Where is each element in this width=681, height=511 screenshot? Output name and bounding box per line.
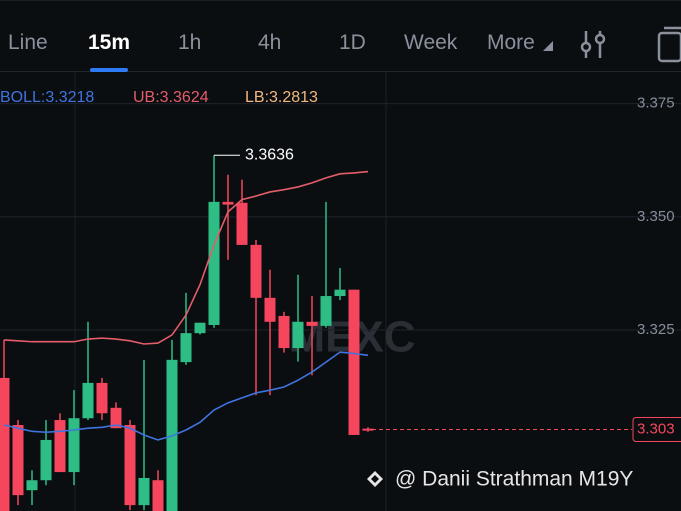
tab[interactable]: Line: [8, 31, 48, 54]
tab-active[interactable]: 15m: [88, 31, 131, 54]
candle-body: [264, 297, 276, 322]
candle-body: [292, 321, 304, 349]
footer-text: @ Danii Strathman M19Y: [395, 468, 633, 491]
footer: @ Danii Strathman M19Y: [367, 468, 633, 491]
tab[interactable]: 1h: [178, 31, 202, 54]
candle-body: [152, 480, 164, 511]
candle-body: [334, 289, 346, 297]
indicator-label: BOLL:3.3218: [0, 89, 94, 106]
candle-body: [208, 201, 220, 325]
candle-body: [54, 420, 66, 473]
candle-body: [306, 321, 318, 326]
band-line: [3, 351, 369, 441]
y-tick-label: 3.350: [637, 208, 675, 225]
candle-body: [124, 425, 136, 506]
tab[interactable]: Week: [404, 31, 458, 54]
timeframe-tabs: Line 15m 1h 4h 1D Week More: [0, 0, 681, 72]
footer-logo: [367, 471, 383, 487]
tab-icons: [543, 26, 681, 63]
last-price-box: [632, 417, 681, 443]
y-tick-label: 3.325: [637, 321, 675, 338]
candle-body: [96, 382, 108, 414]
candle-body: [110, 407, 122, 429]
candle-body: [0, 377, 10, 511]
candle-body: [236, 202, 248, 245]
active-underline: [90, 68, 128, 72]
candle-body: [194, 322, 206, 334]
more-arrow: [543, 41, 553, 51]
candle-body: [222, 201, 234, 205]
last-price-label: 3.303: [637, 421, 675, 438]
device-icon[interactable]: [657, 31, 681, 63]
candle-body: [68, 418, 80, 473]
candle-body: [250, 244, 262, 298]
candle-body: [12, 425, 24, 496]
indicator-label: UB:3.3624: [133, 89, 209, 106]
tab[interactable]: 4h: [258, 31, 282, 54]
tab[interactable]: 1D: [339, 31, 366, 54]
candle-body: [348, 289, 360, 435]
candle-body: [138, 477, 150, 506]
indicator-label: LB:3.2813: [245, 89, 318, 106]
candle-body: [26, 480, 38, 491]
candle-body: [180, 333, 192, 363]
candle-body: [82, 382, 94, 419]
candle-body: [278, 315, 290, 349]
high-label: 3.3636: [245, 146, 294, 163]
band-line: [3, 170, 369, 345]
settings-icon[interactable]: [580, 31, 606, 58]
indicator-legend: BOLL:3.3218 UB:3.3624 LB:3.2813: [0, 89, 318, 106]
candle-body: [320, 296, 332, 326]
candle-body: [40, 439, 52, 481]
candle-body: [362, 428, 374, 431]
y-tick-label: 3.375: [637, 95, 675, 112]
tab[interactable]: More: [487, 31, 535, 54]
